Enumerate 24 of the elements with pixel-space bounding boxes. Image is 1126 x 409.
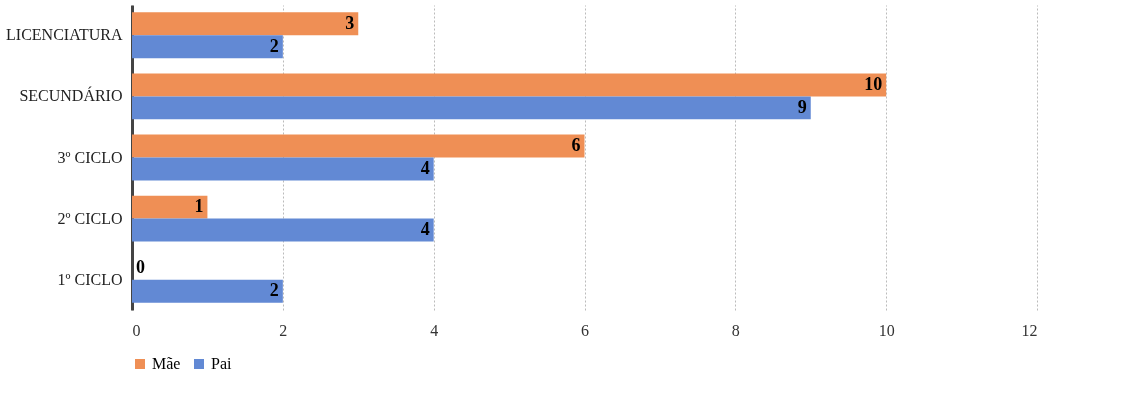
legend-label: Mãe	[152, 355, 181, 372]
y-tick-label: 3º CICLO	[57, 148, 123, 166]
x-tick-label: 10	[878, 321, 895, 339]
x-tick-label: 12	[1021, 321, 1038, 339]
data-label: 3	[345, 12, 355, 33]
x-tick-label: 4	[430, 321, 439, 339]
x-tick-label: 8	[731, 321, 740, 339]
x-tick-label: 6	[581, 321, 589, 339]
data-label: 10	[864, 73, 883, 94]
data-label: 1	[194, 196, 204, 217]
data-label: 0	[136, 257, 145, 278]
y-tick-label: LICENCIATURA	[6, 26, 123, 44]
y-tick-label: 2º CICLO	[57, 209, 123, 227]
data-label: 2	[269, 35, 279, 56]
data-label: 4	[420, 157, 430, 178]
data-label: 9	[797, 96, 807, 117]
data-label: 2	[269, 280, 279, 301]
x-tick-label: 0	[132, 321, 141, 339]
y-tick-label: SECUNDÁRIO	[19, 86, 123, 105]
legend-label: Pai	[211, 355, 232, 372]
data-label: 6	[571, 135, 581, 156]
y-tick-label: 1º CICLO	[57, 270, 123, 288]
x-tick-label: 2	[279, 321, 288, 339]
data-label: 4	[420, 219, 430, 240]
